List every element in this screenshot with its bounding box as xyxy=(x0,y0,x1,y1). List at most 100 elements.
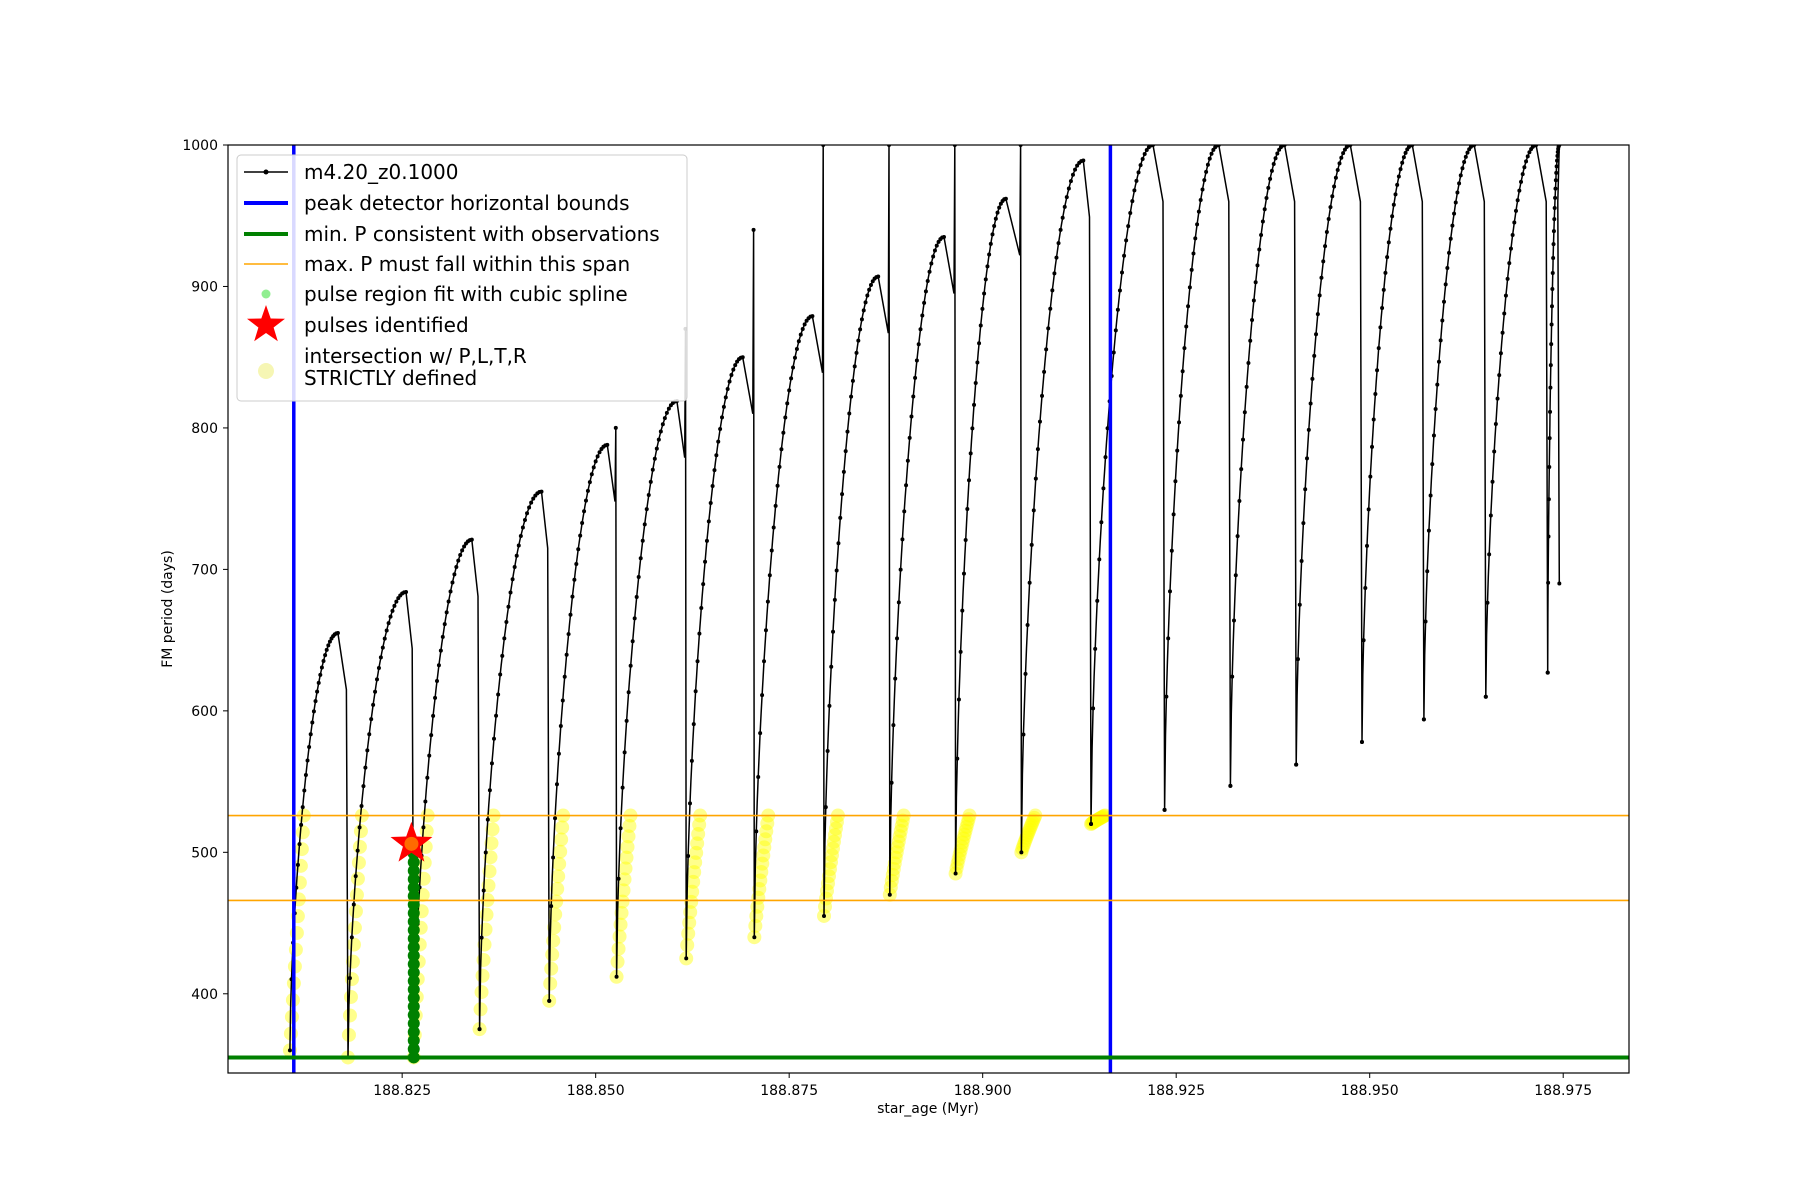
track-point xyxy=(506,604,511,609)
track-point xyxy=(1035,447,1040,452)
track-point xyxy=(1048,306,1053,311)
track-point xyxy=(1120,270,1125,275)
strict-point xyxy=(818,891,833,906)
track-point xyxy=(1547,436,1552,441)
track-point xyxy=(496,692,501,697)
track-point xyxy=(316,680,321,685)
track-point xyxy=(706,519,711,524)
spline-point xyxy=(407,983,420,996)
track-point xyxy=(953,871,958,876)
track-point xyxy=(829,664,834,669)
track-point xyxy=(1512,220,1517,225)
track-point xyxy=(920,313,925,318)
track-point xyxy=(973,380,978,385)
plot-frame xyxy=(227,144,1630,1074)
strict-point xyxy=(891,834,906,849)
track-point xyxy=(1068,179,1073,184)
track-point xyxy=(531,496,536,501)
track-point xyxy=(582,509,587,514)
track-point xyxy=(1335,168,1340,173)
strict-point xyxy=(617,872,632,887)
strict-point xyxy=(616,883,631,898)
track-point xyxy=(580,520,585,525)
track-point xyxy=(1557,581,1562,586)
track-point xyxy=(1490,479,1495,484)
strict-point xyxy=(888,850,903,865)
track-point xyxy=(614,974,619,979)
track-point xyxy=(516,543,521,548)
track-point xyxy=(840,492,845,497)
track-point xyxy=(572,577,577,582)
track-point xyxy=(1250,317,1255,322)
track-point xyxy=(498,672,503,677)
track-point xyxy=(1130,199,1135,204)
legend-item: pulses identified xyxy=(247,305,469,342)
strict-point xyxy=(553,844,568,859)
strict-point xyxy=(478,922,493,937)
track-point xyxy=(1164,694,1169,699)
strict-point xyxy=(754,864,769,879)
track-point xyxy=(1200,187,1205,192)
track-point xyxy=(792,355,797,360)
track-point xyxy=(1519,179,1524,184)
track-point xyxy=(656,437,661,442)
strict-point xyxy=(544,961,559,976)
track-point xyxy=(779,447,784,452)
track-point xyxy=(1458,173,1463,178)
track-point xyxy=(1524,159,1529,164)
spline-point xyxy=(407,1009,420,1021)
track-point xyxy=(1182,346,1187,351)
strict-point xyxy=(884,874,899,889)
track-point xyxy=(1177,420,1182,425)
track-point xyxy=(300,805,305,810)
pulse-marker xyxy=(404,836,419,851)
track-point xyxy=(983,277,988,282)
track-point xyxy=(985,264,990,269)
track-point xyxy=(666,406,671,411)
track-point xyxy=(1259,232,1264,237)
track-point xyxy=(1500,330,1505,335)
strict-point xyxy=(953,843,968,858)
track-point xyxy=(982,291,987,296)
track-point xyxy=(1066,186,1071,191)
track-point xyxy=(1386,240,1391,245)
track-point xyxy=(558,724,563,729)
track-point xyxy=(297,842,302,847)
strict-point xyxy=(691,827,706,842)
track-point xyxy=(1189,267,1194,272)
x-tick-label: 188.950 xyxy=(1341,1083,1399,1099)
track-point xyxy=(932,248,937,253)
track-point xyxy=(489,761,494,766)
track-point xyxy=(1522,165,1527,170)
x-tick-label: 188.900 xyxy=(954,1083,1012,1099)
track-point xyxy=(1508,246,1513,251)
strict-point xyxy=(479,907,494,922)
strict-point xyxy=(475,968,490,983)
track-point xyxy=(376,665,381,670)
strict-point xyxy=(892,829,907,844)
track-point xyxy=(836,541,841,546)
track-point xyxy=(980,306,985,311)
strict-point xyxy=(748,918,763,933)
spline-point xyxy=(407,864,420,877)
track-point xyxy=(1497,373,1502,378)
track-point xyxy=(972,402,977,407)
track-point xyxy=(1426,528,1431,533)
strict-point xyxy=(619,850,634,865)
track-point xyxy=(392,603,397,608)
legend-label: min. P consistent with observations xyxy=(304,222,660,246)
strict-point xyxy=(353,824,368,839)
track-point xyxy=(307,744,312,749)
track-point xyxy=(359,803,364,808)
track-point xyxy=(893,676,898,681)
track-point xyxy=(895,636,900,641)
strict-point xyxy=(680,938,695,953)
track-point xyxy=(1483,694,1488,699)
track-point xyxy=(697,631,702,636)
track-point xyxy=(460,548,465,553)
legend-item: m4.20_z0.1000 xyxy=(244,160,459,184)
legend-label: max. P must fall within this span xyxy=(304,252,630,276)
track-point xyxy=(1314,332,1319,337)
track-point xyxy=(469,537,474,542)
